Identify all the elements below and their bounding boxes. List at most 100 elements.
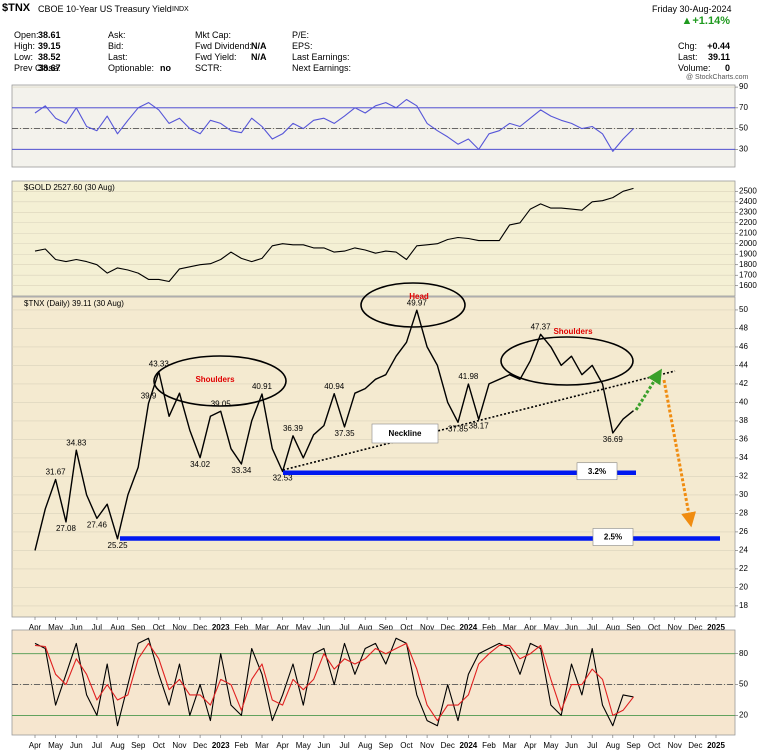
x-tick-label: Jun	[565, 623, 578, 632]
level-label: 3.2%	[588, 467, 606, 476]
y-tick-label: 1900	[739, 249, 757, 258]
x-tick-label: Apr	[524, 623, 537, 632]
field-label: P/E:	[292, 30, 310, 40]
y-tick-label: 50	[739, 305, 748, 314]
field-value: N/A	[251, 41, 267, 51]
value-label: 39.9	[141, 391, 157, 400]
value-label: 27.08	[56, 524, 77, 533]
x-tick-label: Mar	[503, 741, 517, 750]
x-tick-label: 2023	[212, 623, 230, 632]
x-tick-label: Feb	[482, 741, 496, 750]
x-tick-label: Dec	[688, 623, 702, 632]
x-tick-label: Jun	[317, 741, 330, 750]
x-tick-label: Feb	[482, 623, 496, 632]
x-tick-label: Sep	[379, 741, 394, 750]
field-label: Next Earnings:	[292, 63, 352, 73]
value-label: 40.91	[252, 382, 273, 391]
panel-background	[11, 629, 736, 736]
x-tick-label: Sep	[626, 623, 641, 632]
head-ellipse	[360, 282, 466, 328]
x-tick-label: May	[296, 741, 311, 750]
x-tick-label: 2025	[707, 623, 725, 632]
annotations: 3.2% 2.5% Shoulders Head Shoulders Neckline	[120, 282, 720, 546]
series-line	[34, 637, 634, 727]
x-tick-label: Oct	[400, 741, 413, 750]
x-tick-label: Dec	[688, 741, 702, 750]
x-tick-label: Sep	[131, 741, 146, 750]
date: Friday 30-Aug-2024	[652, 4, 732, 14]
x-tick-label: Sep	[626, 741, 641, 750]
x-tick-label: Mar	[503, 623, 517, 632]
watermark: @ StockCharts.com	[686, 74, 749, 81]
value-label: 36.69	[603, 435, 624, 444]
x-tick-label: Jul	[92, 623, 102, 632]
x-tick-label: Mar	[255, 741, 269, 750]
field-value: N/A	[251, 52, 267, 62]
field-label: Optionable:	[108, 63, 155, 73]
x-tick-label: Jul	[587, 741, 597, 750]
y-tick-label: 1700	[739, 270, 757, 279]
x-tick-label: Jul	[587, 623, 597, 632]
field-label: Bid:	[108, 41, 124, 51]
x-tick-label: May	[48, 623, 63, 632]
field-label: Ask:	[108, 30, 126, 40]
y-tick-label: 32	[739, 472, 748, 481]
x-tick-label: Jun	[70, 741, 83, 750]
field-value: 38.61	[38, 30, 61, 40]
field-label: Last:	[108, 52, 128, 62]
y-tick-label: 40	[739, 398, 748, 407]
value-label: 39.05	[211, 399, 232, 408]
change-pct: ▲+1.14%	[681, 15, 730, 27]
value-label: 43.33	[149, 360, 170, 369]
annotation-box	[371, 423, 439, 444]
x-tick-label: Dec	[441, 623, 455, 632]
y-tick-label: 2400	[739, 197, 757, 206]
quote-header: $TNX CBOE 10-Year US Treasury Yield INDX Fr…	[0, 0, 768, 82]
x-tick-label: May	[48, 741, 63, 750]
x-tick-label: Aug	[358, 741, 372, 750]
series-line	[34, 309, 634, 551]
panel-background	[11, 180, 736, 297]
y-tick-label: 48	[739, 324, 748, 333]
exchange: INDX	[172, 6, 189, 13]
field-value: no	[160, 63, 171, 73]
field-value: 39.15	[38, 41, 61, 51]
field-label: Fwd Yield:	[195, 52, 237, 62]
y-tick-label: 38	[739, 416, 748, 425]
y-tick-label: 44	[739, 361, 748, 370]
y-tick-label: 70	[739, 103, 748, 112]
right-shoulder-ellipse	[500, 336, 634, 386]
x-tick-label: 2025	[707, 741, 725, 750]
x-tick-label: Feb	[234, 623, 248, 632]
y-tick-label: 30	[739, 490, 748, 499]
x-tick-label: Apr	[276, 741, 289, 750]
annotation: Shoulders	[195, 375, 235, 384]
x-tick-label: Sep	[379, 623, 394, 632]
x-tick-label: Jun	[317, 623, 330, 632]
y-tick-label: 80	[739, 649, 748, 658]
series-line	[34, 642, 634, 722]
value-label: 27.46	[87, 521, 108, 530]
field-value: 39.11	[707, 52, 730, 62]
field-value: 38.52	[38, 52, 61, 62]
x-tick-label: Dec	[193, 741, 207, 750]
field-label: EPS:	[292, 41, 313, 51]
x-tick-label: Oct	[153, 623, 166, 632]
field-value: +0.44	[707, 41, 730, 51]
x-tick-label: Apr	[29, 741, 42, 750]
field-value: 0	[724, 63, 730, 73]
value-label: 37.85	[448, 424, 469, 433]
x-tick-label: May	[543, 623, 558, 632]
value-label: 37.35	[335, 429, 356, 438]
y-tick-label: 2500	[739, 186, 757, 195]
field-label: Last:	[678, 52, 698, 62]
x-tick-label: Jul	[339, 623, 349, 632]
neckline	[282, 370, 676, 471]
value-label: 34.02	[190, 460, 211, 469]
x-tick-label: Aug	[606, 623, 620, 632]
instrument-name: CBOE 10-Year US Treasury Yield	[38, 4, 172, 14]
annotation: Neckline	[389, 429, 422, 438]
level-label-box	[592, 528, 634, 546]
y-tick-label: 50	[739, 124, 748, 133]
